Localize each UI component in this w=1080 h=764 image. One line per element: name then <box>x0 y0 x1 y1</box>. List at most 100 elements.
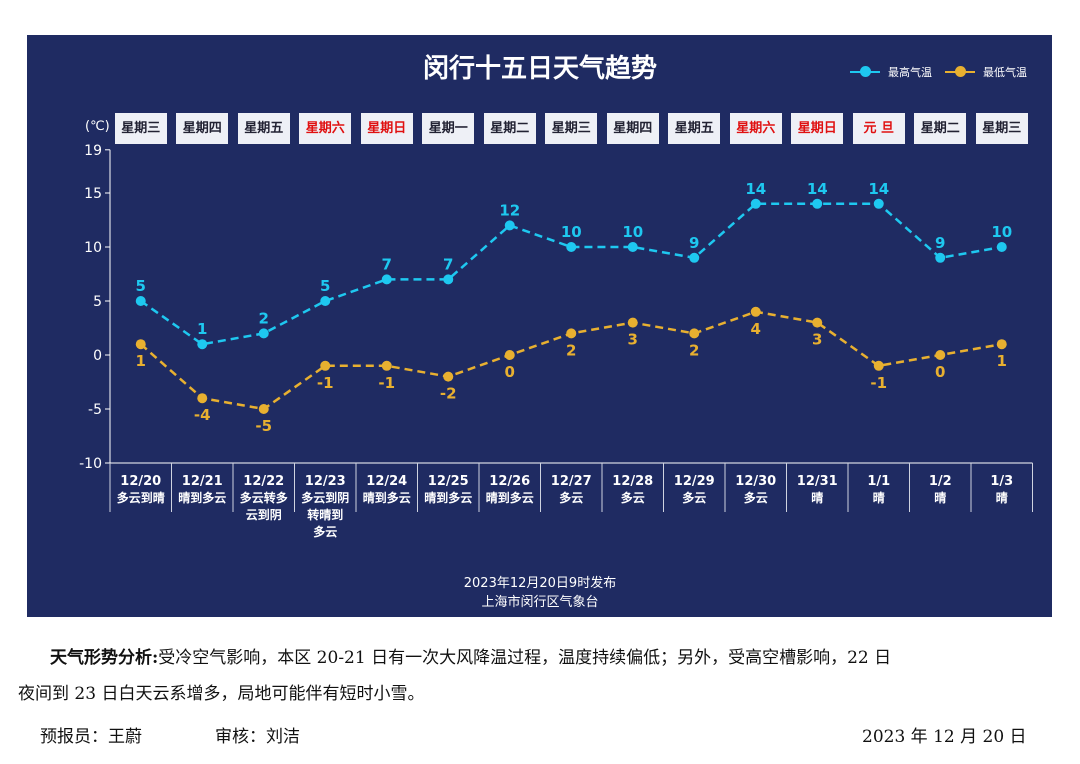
x-date-label: 12/28 <box>612 474 653 489</box>
publish-time: 2023年12月20日9时发布 <box>463 576 617 591</box>
data-point <box>873 198 884 209</box>
x-condition-line: 多云 <box>313 524 337 539</box>
data-label: 10 <box>622 223 643 241</box>
data-point <box>812 317 823 328</box>
x-condition-line: 多云转多 <box>240 490 288 505</box>
analysis-line1: 天气形势分析:受冷空气影响，本区 20-21 日有一次大风降温过程，温度持续偏低… <box>50 643 891 668</box>
data-point <box>873 360 884 371</box>
weekday-label: 元 旦 <box>852 113 905 144</box>
data-point <box>812 198 823 209</box>
legend-low-marker <box>945 66 975 77</box>
x-condition-line: 多云到阴 <box>301 490 349 505</box>
x-condition-label: 晴 <box>811 490 823 505</box>
x-condition-line: 晴到多云 <box>363 490 411 505</box>
data-point <box>320 360 331 371</box>
data-point <box>258 404 269 414</box>
data-point <box>197 339 208 350</box>
data-point <box>381 274 392 285</box>
data-label: 10 <box>991 223 1012 241</box>
data-label: 5 <box>320 277 330 295</box>
data-point <box>750 198 761 209</box>
x-condition-label: 多云 <box>744 490 768 505</box>
data-point <box>627 242 638 252</box>
y-tick-label: 0 <box>93 348 102 364</box>
data-point <box>996 339 1007 350</box>
data-point <box>443 371 454 382</box>
weekday-label: 星期二 <box>483 113 536 144</box>
weekday-label: 星期一 <box>422 113 475 144</box>
data-label: -2 <box>440 385 457 403</box>
data-label: 3 <box>628 331 638 349</box>
data-label: 0 <box>935 363 945 381</box>
legend-low: 最低气温 <box>945 64 1027 80</box>
x-date-label: 12/22 <box>243 474 284 489</box>
legend-high-marker <box>850 66 880 77</box>
analysis-label: 天气形势分析: <box>50 648 159 668</box>
x-condition-line: 晴到多云 <box>486 490 534 505</box>
data-label: 0 <box>505 363 515 381</box>
x-date-label: 12/26 <box>489 474 530 489</box>
data-point <box>996 242 1007 252</box>
x-condition-line: 多云到晴 <box>117 490 165 505</box>
analysis-text1: 受冷空气影响，本区 20-21 日有一次大风降温过程，温度持续偏低；另外，受高空… <box>158 648 892 668</box>
x-date-label: 12/30 <box>735 474 776 489</box>
weekday-label: 星期五 <box>237 113 290 144</box>
data-point <box>935 350 946 360</box>
x-date-label: 12/25 <box>428 474 469 489</box>
legend-low-label: 最低气温 <box>983 66 1027 79</box>
data-label: 10 <box>561 223 582 241</box>
data-label: -1 <box>317 374 334 392</box>
data-label: 5 <box>136 277 146 295</box>
y-tick-label: -5 <box>88 402 102 418</box>
x-date-label: 12/21 <box>182 474 223 489</box>
data-label: -1 <box>870 374 887 392</box>
analysis-line2: 夜间到 23 日白天云系增多，局地可能伴有短时小雪。 <box>18 684 425 704</box>
x-condition-label: 多云到晴 <box>117 490 165 505</box>
legend-high-label: 最高气温 <box>888 66 932 79</box>
data-label: 2 <box>259 309 269 327</box>
x-condition-label: 晴到多云 <box>178 490 226 505</box>
weekday-label: 星期四 <box>606 113 659 144</box>
x-date-label: 1/1 <box>867 474 890 489</box>
data-point <box>504 220 515 231</box>
x-condition-label: 晴 <box>934 490 946 505</box>
x-condition-label: 晴到多云 <box>424 490 472 505</box>
data-point <box>689 252 700 263</box>
legend-high: 最高气温 <box>850 64 932 80</box>
data-point <box>443 274 454 285</box>
forecaster: 预报员：王蔚 <box>40 727 142 747</box>
series-line-low <box>139 310 1002 411</box>
weekday-label: 星期日 <box>791 113 844 144</box>
data-point <box>258 328 269 339</box>
data-point <box>627 317 638 328</box>
x-date-label: 1/2 <box>929 474 952 489</box>
x-condition-line: 云到阴 <box>246 507 282 522</box>
x-condition-label: 晴 <box>873 490 885 505</box>
data-point <box>135 339 146 350</box>
data-point <box>135 296 146 306</box>
data-point <box>689 328 700 339</box>
data-label: 12 <box>499 201 520 219</box>
x-date-label: 12/27 <box>551 474 592 489</box>
y-tick-label: 10 <box>84 240 102 256</box>
weekday-label: 星期六 <box>729 113 782 144</box>
data-label: 14 <box>745 180 766 198</box>
data-point <box>750 306 761 317</box>
publisher: 上海市闵行区气象台 <box>481 595 599 610</box>
issue-date: 2023 年 12 月 20 日 <box>862 727 1027 747</box>
data-label: 1 <box>197 320 207 338</box>
x-condition-label: 晴到多云 <box>486 490 534 505</box>
y-unit-label: (℃) <box>85 119 110 134</box>
weekday-label: 星期四 <box>176 113 229 144</box>
x-condition-line: 晴 <box>934 490 946 505</box>
y-tick-label: -10 <box>79 456 102 472</box>
x-condition-line: 转晴到 <box>307 507 343 522</box>
x-condition-label: 多云到阴转晴到多云 <box>301 490 349 539</box>
x-condition-label: 多云转多云到阴 <box>240 490 288 522</box>
data-label: 4 <box>751 320 761 338</box>
x-date-label: 1/3 <box>990 474 1013 489</box>
data-point <box>197 393 208 404</box>
data-label: 7 <box>443 255 453 273</box>
data-label: 3 <box>812 331 822 349</box>
x-condition-line: 晴 <box>873 490 885 505</box>
